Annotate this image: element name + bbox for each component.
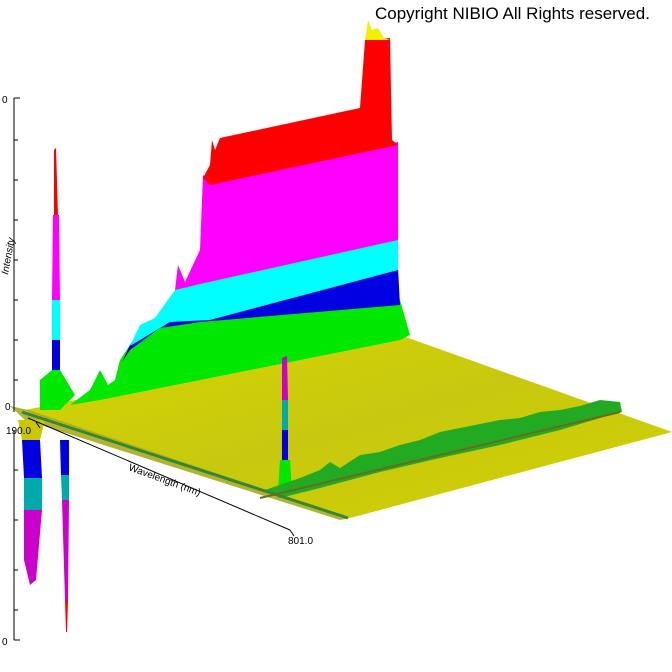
band-blue [122,268,400,362]
band-cyan [130,238,398,346]
z-tick-top: 0 [2,95,8,106]
x-tick-start: 190.0 [6,426,31,437]
z-axis [13,97,20,641]
z-axis-title: Intensity [0,236,17,276]
back-surface [70,20,410,405]
z-tick-mid: 0 [5,402,11,413]
x-axis [27,417,295,537]
noise-ridge [265,400,622,498]
band-red [203,38,398,185]
copyright-text: Copyright NIBIO All Rights reserved. [375,4,650,23]
left-lobe [18,420,45,585]
front-edge-line [21,410,349,520]
front-ridge-line [259,411,621,499]
z-tick-bottom: 0 [2,637,8,648]
left-spike [40,148,75,410]
x-tick-end: 801.0 [288,536,313,547]
band-yellow-tip [365,20,390,40]
down-spike [60,440,69,632]
